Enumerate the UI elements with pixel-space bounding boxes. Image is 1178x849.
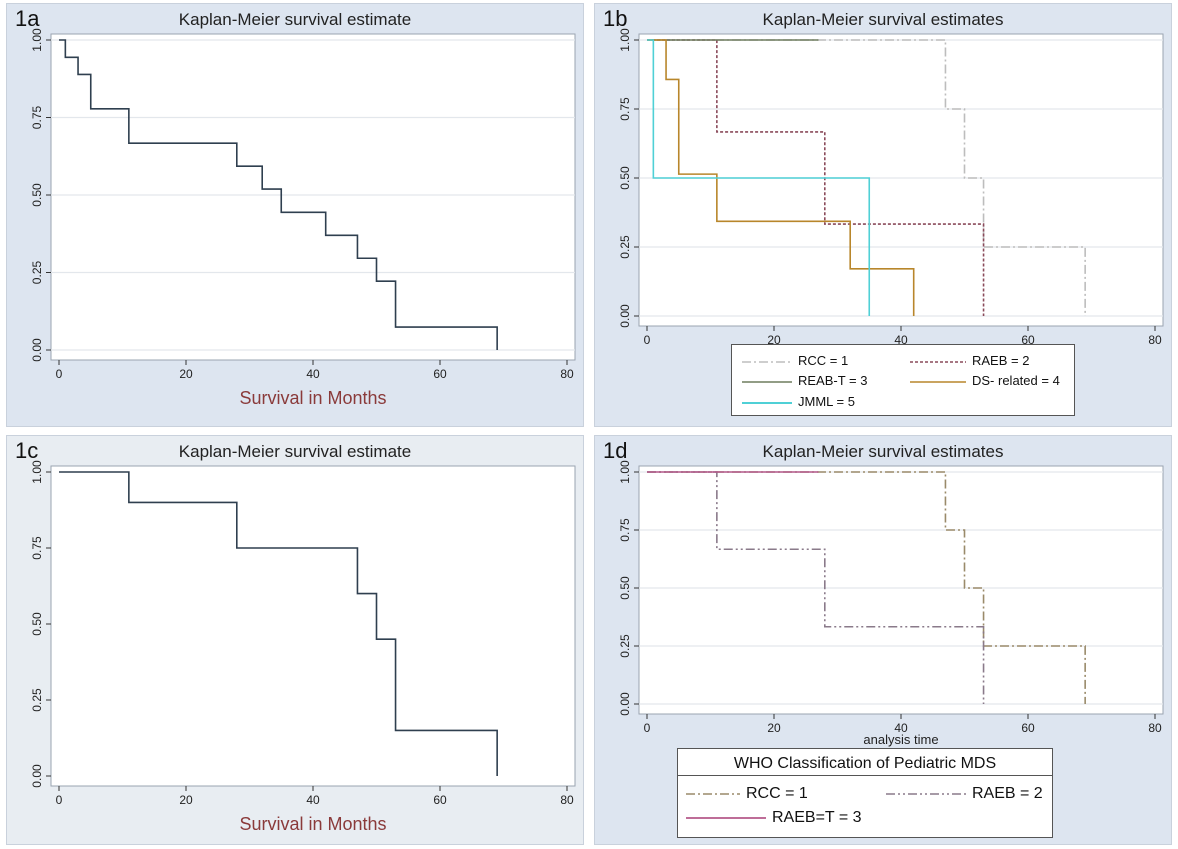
legend-item-jmml: JMML = 5 bbox=[742, 394, 855, 409]
chart-title: Kaplan-Meier survival estimate bbox=[178, 442, 412, 461]
chart-title: Kaplan-Meier survival estimate bbox=[178, 10, 412, 29]
legend-1b: RCC = 1 RAEB = 2 REAB-T = 3 DS- related … bbox=[731, 344, 1075, 416]
legend-item-ds-related: DS- related = 4 bbox=[910, 373, 1060, 388]
y-tick-label: 0.75 bbox=[618, 518, 632, 542]
plot-area bbox=[638, 465, 1164, 715]
legend-item-raeb: RAEB = 2 bbox=[886, 785, 1043, 802]
km-series-line bbox=[59, 39, 498, 350]
x-tick-label: 20 bbox=[767, 721, 781, 735]
legend-item-raeb: RAEB = 2 bbox=[910, 353, 1030, 368]
legend-item-rcc: RCC = 1 bbox=[686, 785, 808, 802]
x-tick-label: 60 bbox=[1021, 721, 1035, 735]
x-tick-label: 60 bbox=[433, 793, 447, 807]
x-axis-label: Survival in Months bbox=[239, 388, 386, 408]
y-tick-label: 0.00 bbox=[618, 304, 632, 328]
y-tick-label: 1.00 bbox=[618, 28, 632, 52]
x-tick-label: 40 bbox=[894, 333, 908, 347]
x-tick-label: 0 bbox=[56, 367, 63, 381]
x-axis-label: Survival in Months bbox=[239, 814, 386, 834]
x-tick-label: 20 bbox=[179, 367, 193, 381]
y-tick-label: 0.75 bbox=[30, 536, 44, 560]
panel-label: 1a bbox=[15, 6, 40, 31]
x-tick-label: 80 bbox=[560, 367, 574, 381]
y-tick-label: 1.00 bbox=[30, 460, 44, 484]
y-tick-label: 0.50 bbox=[618, 166, 632, 190]
x-tick-label: 0 bbox=[644, 333, 651, 347]
x-tick-label: 60 bbox=[1021, 333, 1035, 347]
legend-item-rcc: RCC = 1 bbox=[742, 353, 849, 368]
x-tick-label: 0 bbox=[56, 793, 63, 807]
panel-label: 1d bbox=[603, 438, 628, 463]
panel-1b: 0.00 0.25 0.50 0.75 1.00 0 20 40 60 80 1b Kaplan-… bbox=[594, 3, 1172, 427]
km-series-line bbox=[647, 39, 871, 316]
y-tick-label: 0.75 bbox=[618, 97, 632, 121]
x-tick-label: 80 bbox=[1148, 721, 1162, 735]
km-chart-1a: 0.00 0.25 0.50 0.75 1.00 0 20 40 60 80 Survival in… bbox=[30, 28, 576, 408]
km-series-line bbox=[59, 471, 498, 776]
km-chart-1d: 0.00 0.25 0.50 0.75 1.00 0 20 40 60 80 analysis ti… bbox=[618, 460, 1164, 747]
panel-1a: 0.00 0.25 0.50 0.75 1.00 0 20 40 60 80 Survival in… bbox=[6, 3, 584, 427]
plot-area bbox=[638, 33, 1164, 327]
legend-item-reab-t: REAB-T = 3 bbox=[742, 373, 868, 388]
km-series-line bbox=[647, 39, 915, 316]
panel-1c: 0.00 0.25 0.50 0.75 1.00 0 20 40 60 80 Survival in… bbox=[6, 435, 584, 845]
y-tick-label: 0.25 bbox=[618, 634, 632, 658]
x-tick-label: 20 bbox=[767, 333, 781, 347]
x-tick-label: 60 bbox=[433, 367, 447, 381]
y-tick-label: 0.75 bbox=[30, 105, 44, 129]
y-tick-label: 0.50 bbox=[30, 612, 44, 636]
km-series-line bbox=[647, 39, 1086, 316]
y-tick-label: 0.00 bbox=[618, 692, 632, 716]
legend-title: WHO Classification of Pediatric MDS bbox=[678, 749, 1052, 776]
y-tick-label: 0.00 bbox=[30, 338, 44, 362]
plot-area bbox=[50, 33, 576, 361]
x-tick-label: 20 bbox=[179, 793, 193, 807]
y-tick-label: 0.50 bbox=[30, 183, 44, 207]
y-tick-label: 0.25 bbox=[618, 235, 632, 259]
legend-1d: WHO Classification of Pediatric MDS RCC … bbox=[677, 748, 1053, 838]
km-series-line bbox=[647, 39, 985, 316]
y-tick-label: 1.00 bbox=[618, 460, 632, 484]
y-tick-label: 0.25 bbox=[30, 260, 44, 284]
x-tick-label: 80 bbox=[560, 793, 574, 807]
x-tick-label: 40 bbox=[306, 367, 320, 381]
x-tick-label: 40 bbox=[306, 793, 320, 807]
x-tick-label: 40 bbox=[894, 721, 908, 735]
x-tick-label: 0 bbox=[644, 721, 651, 735]
panel-label: 1b bbox=[603, 6, 628, 31]
chart-title: Kaplan-Meier survival estimates bbox=[762, 442, 1004, 461]
km-series-line bbox=[647, 471, 1086, 704]
km-chart-1b: 0.00 0.25 0.50 0.75 1.00 0 20 40 60 80 bbox=[618, 28, 1164, 347]
x-tick-label: 80 bbox=[1148, 333, 1162, 347]
y-tick-label: 0.50 bbox=[618, 576, 632, 600]
km-chart-1c: 0.00 0.25 0.50 0.75 1.00 0 20 40 60 80 Survival in… bbox=[30, 460, 576, 834]
legend-item-raeb-t: RAEB=T = 3 bbox=[686, 809, 862, 826]
x-axis-label: analysis time bbox=[863, 732, 938, 747]
chart-title: Kaplan-Meier survival estimates bbox=[762, 10, 1004, 29]
y-tick-label: 1.00 bbox=[30, 28, 44, 52]
plot-area bbox=[50, 465, 576, 787]
y-tick-label: 0.00 bbox=[30, 764, 44, 788]
panel-1d: 0.00 0.25 0.50 0.75 1.00 0 20 40 60 80 analysis ti… bbox=[594, 435, 1172, 845]
y-tick-label: 0.25 bbox=[30, 688, 44, 712]
panel-label: 1c bbox=[15, 438, 39, 463]
